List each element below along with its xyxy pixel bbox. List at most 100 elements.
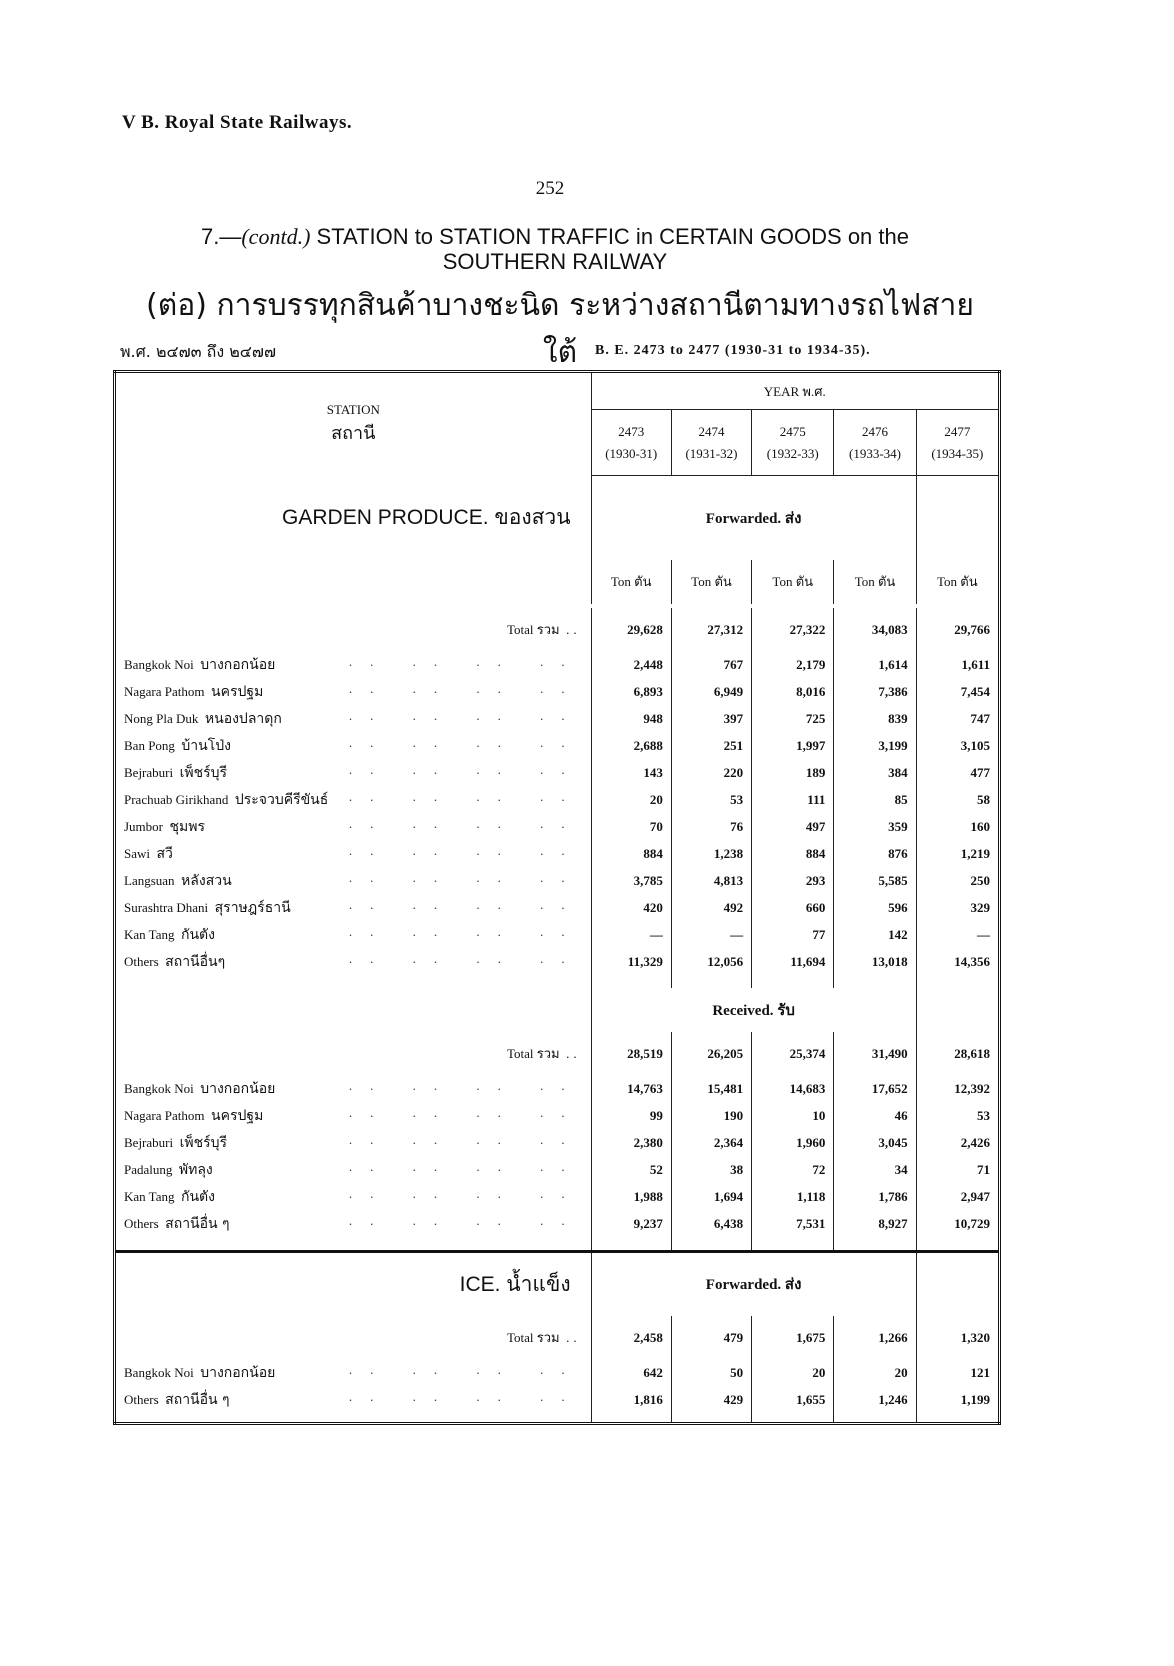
station-name-eng: Bejraburi xyxy=(124,1135,174,1150)
table-row: Sawi สวี.. .. .. .. 884 1,238 884 876 1,219 xyxy=(115,840,1000,868)
value-cell: 1,786 xyxy=(833,1183,917,1211)
table-row: Bangkok Noi บางกอกน้อย.. .. .. .. 642 50 20… xyxy=(115,1359,1000,1387)
total-value: 27,322 xyxy=(751,607,834,652)
value-cell: 7,386 xyxy=(833,678,917,706)
total-value: 29,766 xyxy=(915,607,1000,652)
total-value: 1,320 xyxy=(915,1315,1000,1360)
spacer xyxy=(833,1237,917,1252)
station-name-thai: ชุมพร xyxy=(169,819,205,835)
period-thai: พ.ศ. ๒๔๗๓ ถึง ๒๔๗๗ xyxy=(120,342,276,361)
table-row: Others สถานีอื่น ๆ.. .. .. .. 9,237 6,438 7… xyxy=(115,1210,1000,1238)
station-name: Nong Pla Duk หนองปลาดุก.. .. .. .. xyxy=(124,708,583,727)
year-ad: (1934-35) xyxy=(931,445,984,461)
value-cell: 948 xyxy=(590,705,672,733)
station-header-eng: STATION xyxy=(326,401,380,417)
value-cell: 884 xyxy=(590,840,672,868)
value-cell: 1,694 xyxy=(670,1183,752,1211)
station-name: Nagara Pathom นครปฐม.. .. .. .. xyxy=(124,1105,583,1124)
value-cell: 220 xyxy=(670,759,752,787)
value-cell: 4,813 xyxy=(670,867,752,895)
station-name-thai: สุราษฎร์ธานี xyxy=(214,900,291,916)
value-cell: 1,199 xyxy=(915,1386,1000,1414)
station-name-eng: Sawi xyxy=(124,846,150,861)
value-cell: 12,056 xyxy=(670,948,752,976)
total-value: 26,205 xyxy=(670,1031,752,1076)
value-cell: 9,237 xyxy=(590,1210,672,1238)
total-value: 31,490 xyxy=(833,1031,917,1076)
value-cell: 384 xyxy=(833,759,917,787)
total-value: 2,458 xyxy=(590,1315,672,1360)
station-name: Prachuab Girikhand ประจวบคีรีขันธ์.. .. … xyxy=(124,789,583,808)
section-subheading: Forwarded. ส่ง xyxy=(590,1250,917,1316)
spacer xyxy=(670,1413,752,1424)
value-cell: 477 xyxy=(915,759,1000,787)
table-row: Nagara Pathom นครปฐม.. .. .. .. 6,893 6,94… xyxy=(115,678,1000,706)
station-name: Bangkok Noi บางกอกน้อย.. .. .. .. xyxy=(124,1362,583,1381)
unit-label: Ton ตัน xyxy=(670,559,752,604)
station-name: Ban Pong บ้านโป่ง.. .. .. .. xyxy=(124,735,583,754)
value-cell: 52 xyxy=(590,1156,672,1184)
year-ad: (1932-33) xyxy=(766,445,819,461)
value-cell: 142 xyxy=(833,921,917,949)
station-name-eng: Others xyxy=(124,954,159,969)
spacer xyxy=(115,976,592,988)
station-name: Kan Tang กันตัง.. .. .. .. xyxy=(124,924,583,943)
spacer xyxy=(590,975,672,988)
value-cell: 5,585 xyxy=(833,867,917,895)
total-label: Total รวม .. xyxy=(506,622,581,637)
value-cell: 660 xyxy=(751,894,834,922)
value-cell: 189 xyxy=(751,759,834,787)
station-name-thai: เพ็ชร์บุรี xyxy=(179,765,228,781)
station-name: Langsuan หลังสวน.. .. .. .. xyxy=(124,870,583,889)
value-cell: 293 xyxy=(751,867,834,895)
station-header: STATION สถานี xyxy=(114,371,592,476)
blank-cell xyxy=(915,1250,1000,1316)
value-cell: 2,364 xyxy=(670,1129,752,1157)
station-name: Bangkok Noi บางกอกน้อย.. .. .. .. xyxy=(124,1078,583,1097)
table-row: Padalung พัทลุง.. .. .. .. 52 38 72 34 71 xyxy=(115,1156,1000,1184)
total-value: 27,312 xyxy=(670,607,752,652)
value-cell: 884 xyxy=(751,840,834,868)
value-cell: 3,105 xyxy=(915,732,1000,760)
year-be: 2474 xyxy=(698,423,725,439)
station-name-thai: หนองปลาดุก xyxy=(204,711,282,727)
station-name: Bejraburi เพ็ชร์บุรี.. .. .. .. xyxy=(124,762,583,781)
value-cell: 3,785 xyxy=(590,867,672,895)
spacer xyxy=(833,1413,917,1424)
value-cell: 2,688 xyxy=(590,732,672,760)
value-cell: 12,392 xyxy=(915,1075,1000,1103)
value-cell: 1,997 xyxy=(751,732,834,760)
total-value: 34,083 xyxy=(833,607,917,652)
spacer xyxy=(751,1237,834,1252)
table-row: Surashtra Dhani สุราษฎร์ธานี.. .. .. .. 4… xyxy=(115,894,1000,922)
value-cell: — xyxy=(670,921,752,949)
total-value: 28,519 xyxy=(590,1031,672,1076)
year-be: 2477 xyxy=(944,423,971,439)
blank-cell xyxy=(115,560,592,604)
table-row: Prachuab Girikhand ประจวบคีรีขันธ์.. .. … xyxy=(115,786,1000,814)
total-text: Total รวม xyxy=(506,1046,560,1061)
total-text: Total รวม xyxy=(506,622,560,637)
value-cell: — xyxy=(590,921,672,949)
title-number: 7.— xyxy=(201,224,242,249)
value-cell: 876 xyxy=(833,840,917,868)
table-row: Langsuan หลังสวน.. .. .. .. 3,785 4,813 293… xyxy=(115,867,1000,895)
unit-label: Ton ตัน xyxy=(915,559,1000,604)
value-cell: 20 xyxy=(833,1359,917,1387)
running-head: V B. Royal State Railways. xyxy=(122,112,353,133)
station-name-eng: Kan Tang xyxy=(124,1189,175,1204)
station-name-eng: Surashtra Dhani xyxy=(124,900,209,915)
total-value: 1,266 xyxy=(833,1315,917,1360)
value-cell: 2,380 xyxy=(590,1129,672,1157)
table-row: Kan Tang กันตัง.. .. .. .. — —77 142— xyxy=(115,921,1000,949)
table-title: 7.—(contd.) STATION to STATION TRAFFIC i… xyxy=(160,224,950,274)
year-header: YEAR พ.ศ. xyxy=(591,371,1000,410)
station-name-thai: พัทลุง xyxy=(178,1162,213,1178)
value-cell: 20 xyxy=(590,786,672,814)
value-cell: 1,118 xyxy=(751,1183,834,1211)
station-name-thai: บางกอกน้อย xyxy=(200,657,276,673)
station-name-eng: Others xyxy=(124,1392,159,1407)
value-cell: — xyxy=(915,921,1000,949)
value-cell: 76 xyxy=(670,813,752,841)
unit-label: Ton ตัน xyxy=(751,559,834,604)
